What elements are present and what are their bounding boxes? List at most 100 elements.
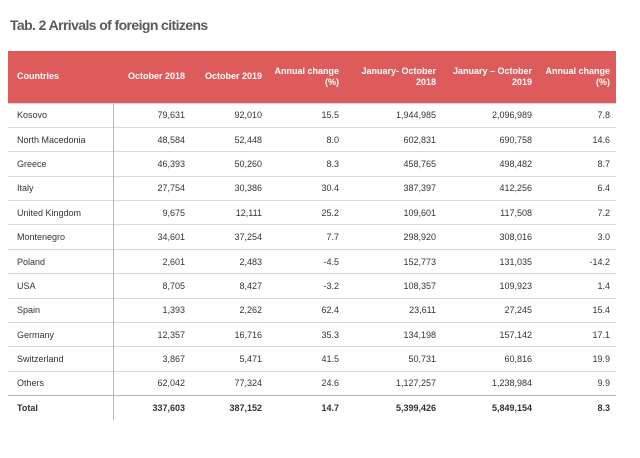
value-cell: 2,096,989 <box>442 102 538 128</box>
value-cell: 30,386 <box>191 175 268 201</box>
header-row: Countries October 2018 October 2019 Annual … <box>8 51 616 103</box>
table-header: Countries October 2018 October 2019 Annual … <box>8 51 616 103</box>
value-cell: 7.7 <box>268 224 345 250</box>
country-cell: Switzerland <box>8 346 113 372</box>
table-title: Tab. 2 Arrivals of foreign citizens <box>10 17 208 33</box>
value-cell: 131,035 <box>442 248 538 274</box>
table-row: United Kingdom 9,675 12,111 25.2 109,601 117,… <box>8 200 616 225</box>
country-cell: Greece <box>8 151 113 177</box>
value-cell: 52,448 <box>191 126 268 152</box>
value-cell: 12,357 <box>112 322 191 347</box>
value-cell: 60,816 <box>442 346 538 372</box>
country-cell: Total <box>8 395 113 421</box>
column-header: October 2019 <box>204 71 262 82</box>
value-cell: 602,831 <box>345 126 442 152</box>
value-cell: 35.3 <box>268 322 345 347</box>
value-cell: 1,393 <box>112 297 191 323</box>
value-cell: 117,508 <box>442 200 538 225</box>
value-cell: 2,262 <box>191 297 268 323</box>
value-cell: 30.4 <box>268 175 345 201</box>
value-cell: 7.8 <box>538 102 616 128</box>
country-cell: Kosovo <box>8 102 113 128</box>
country-cell: USA <box>8 273 113 299</box>
value-cell: 62.4 <box>268 297 345 323</box>
value-cell: -14.2 <box>538 248 616 274</box>
value-cell: 498,482 <box>442 151 538 177</box>
value-cell: 2,601 <box>112 248 191 274</box>
value-cell: 8.7 <box>538 151 616 177</box>
value-cell: 2,483 <box>191 248 268 274</box>
value-cell: 14.7 <box>268 395 345 421</box>
arrivals-table: Countries October 2018 October 2019 Annual … <box>8 51 616 421</box>
value-cell: 27,245 <box>442 297 538 323</box>
column-header: Annual change (%) <box>274 65 339 87</box>
table-row: North Macedonia 48,584 52,448 8.0 602,831 690… <box>8 126 616 152</box>
table-row: Poland 2,601 2,483 -4.5 152,773 131,035 -14.2 <box>8 248 616 274</box>
value-cell: 298,920 <box>345 224 442 250</box>
value-cell: 5,399,426 <box>345 395 442 421</box>
table-row: Kosovo 79,631 92,010 15.5 1,944,985 2,096,989… <box>8 102 616 128</box>
table-row: Montenegro 34,601 37,254 7.7 298,920 308,016 3… <box>8 224 616 250</box>
value-cell: 8,427 <box>191 273 268 299</box>
value-cell: 37,254 <box>191 224 268 250</box>
value-cell: 50,260 <box>191 151 268 177</box>
value-cell: 109,923 <box>442 273 538 299</box>
value-cell: 62,042 <box>112 370 191 397</box>
column-header: Annual change (%) <box>545 65 610 87</box>
value-cell: 46,393 <box>112 151 191 177</box>
value-cell: 1.4 <box>538 273 616 299</box>
table-row: Greece 46,393 50,260 8.3 458,765 498,482 8.7 <box>8 151 616 177</box>
value-cell: 23,611 <box>345 297 442 323</box>
value-cell: 157,142 <box>442 322 538 347</box>
value-cell: 8,705 <box>112 273 191 299</box>
value-cell: 9.9 <box>538 370 616 397</box>
value-cell: 77,324 <box>191 370 268 397</box>
value-cell: 50,731 <box>345 346 442 372</box>
value-cell: 5,471 <box>191 346 268 372</box>
value-cell: 337,603 <box>112 395 191 421</box>
value-cell: 14.6 <box>538 126 616 152</box>
country-cell: Others <box>8 370 113 397</box>
value-cell: 48,584 <box>112 126 191 152</box>
value-cell: 79,631 <box>112 102 191 128</box>
country-cell: Poland <box>8 248 113 274</box>
country-cell: Montenegro <box>8 224 113 250</box>
table-row: Others 62,042 77,324 24.6 1,127,257 1,238,984… <box>8 370 616 397</box>
value-cell: 8.3 <box>268 151 345 177</box>
table-row: USA 8,705 8,427 -3.2 108,357 109,923 1.4 <box>8 273 616 299</box>
value-cell: 16,716 <box>191 322 268 347</box>
value-cell: 3,867 <box>112 346 191 372</box>
total-row: Total 337,603 387,152 14.7 5,399,426 5,849,15… <box>8 395 616 421</box>
value-cell: 387,152 <box>191 395 268 421</box>
value-cell: 19.9 <box>538 346 616 372</box>
value-cell: 308,016 <box>442 224 538 250</box>
value-cell: 1,127,257 <box>345 370 442 397</box>
table-row: Italy 27,754 30,386 30.4 387,397 412,256 6.4 <box>8 175 616 201</box>
value-cell: 690,758 <box>442 126 538 152</box>
value-cell: 15.4 <box>538 297 616 323</box>
value-cell: -3.2 <box>268 273 345 299</box>
value-cell: 109,601 <box>345 200 442 225</box>
value-cell: 1,944,985 <box>345 102 442 128</box>
table-body: Kosovo 79,631 92,010 15.5 1,944,985 2,096,989… <box>8 102 616 421</box>
value-cell: 108,357 <box>345 273 442 299</box>
country-cell: North Macedonia <box>8 126 113 152</box>
value-cell: 8.0 <box>268 126 345 152</box>
value-cell: 387,397 <box>345 175 442 201</box>
value-cell: -4.5 <box>268 248 345 274</box>
value-cell: 41.5 <box>268 346 345 372</box>
country-cell: United Kingdom <box>8 200 113 225</box>
value-cell: 6.4 <box>538 175 616 201</box>
value-cell: 9,675 <box>112 200 191 225</box>
column-header: October 2018 <box>127 71 185 82</box>
value-cell: 12,111 <box>191 200 268 225</box>
value-cell: 152,773 <box>345 248 442 274</box>
value-cell: 34,601 <box>112 224 191 250</box>
value-cell: 92,010 <box>191 102 268 128</box>
value-cell: 3.0 <box>538 224 616 250</box>
country-cell: Italy <box>8 175 113 201</box>
value-cell: 134,198 <box>345 322 442 347</box>
value-cell: 1,238,984 <box>442 370 538 397</box>
value-cell: 17.1 <box>538 322 616 347</box>
country-cell: Germany <box>8 322 113 347</box>
